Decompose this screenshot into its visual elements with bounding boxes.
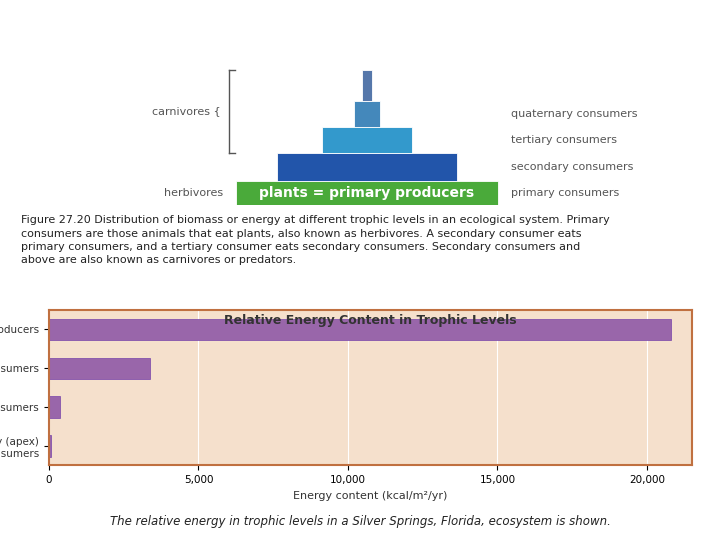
Bar <box>322 127 412 153</box>
Bar <box>354 101 380 127</box>
Text: secondary consumers: secondary consumers <box>510 162 633 172</box>
Text: primary consumers: primary consumers <box>510 188 619 198</box>
Bar <box>235 181 498 205</box>
Text: Figure 27.20 Distribution of biomass or energy at different trophic levels in an: Figure 27.20 Distribution of biomass or … <box>22 215 610 265</box>
Text: quaternary consumers: quaternary consumers <box>510 109 637 119</box>
Text: herbivores: herbivores <box>164 188 223 198</box>
Text: carnivores {: carnivores { <box>153 106 221 116</box>
Text: The relative energy in trophic levels in a Silver Springs, Florida, ecosystem is: The relative energy in trophic levels in… <box>109 515 611 528</box>
Bar <box>277 153 456 181</box>
Bar <box>362 70 372 101</box>
Text: tertiary consumers: tertiary consumers <box>510 135 617 145</box>
Text: plants = primary producers: plants = primary producers <box>259 186 474 200</box>
